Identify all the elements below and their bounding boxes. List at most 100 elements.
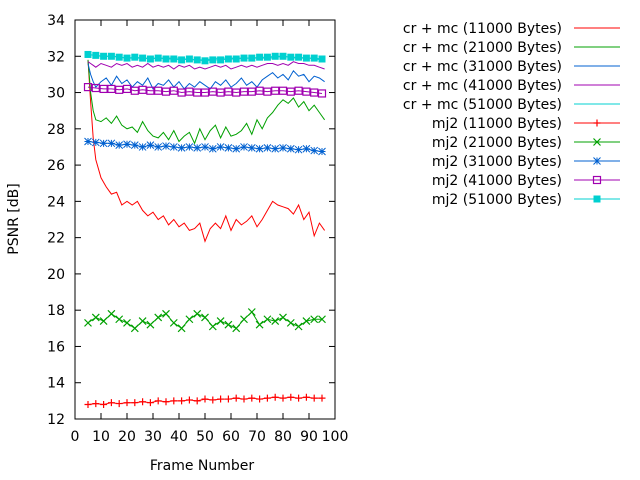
data-point (278, 86, 288, 95)
data-point (240, 315, 248, 324)
data-point (138, 317, 147, 325)
data-point (185, 55, 193, 63)
data-point (318, 147, 326, 156)
series-layer (83, 50, 327, 408)
legend-label: cr + mc (41000 Bytes) (403, 78, 562, 94)
data-point (263, 315, 272, 324)
data-point (286, 144, 295, 153)
legend-label: cr + mc (51000 Bytes) (403, 97, 562, 113)
data-point (193, 397, 201, 405)
data-point (146, 141, 155, 149)
data-point (193, 309, 202, 318)
data-point (107, 309, 116, 318)
data-point (271, 317, 280, 325)
data-point (593, 119, 601, 127)
data-point (131, 399, 139, 407)
data-point (99, 84, 108, 94)
data-point (279, 313, 287, 322)
data-point (287, 393, 295, 401)
data-point (201, 57, 209, 65)
data-point (201, 143, 209, 151)
data-point (216, 88, 225, 97)
data-point (185, 396, 193, 404)
data-point (248, 394, 256, 402)
data-point (286, 318, 295, 327)
data-point (593, 195, 601, 203)
legend-label: cr + mc (31000 Bytes) (403, 59, 562, 75)
y-tick-label: 24 (47, 194, 65, 210)
data-point (279, 52, 287, 60)
data-point (232, 144, 241, 153)
data-point (318, 394, 326, 402)
legend-label: cr + mc (21000 Bytes) (403, 40, 562, 56)
data-point (201, 395, 209, 403)
legend-label: mj2 (41000 Bytes) (432, 173, 562, 189)
data-point (279, 144, 287, 152)
data-point (91, 138, 100, 147)
data-point (232, 394, 240, 402)
data-point (295, 394, 303, 402)
data-point (302, 317, 311, 325)
data-point (286, 87, 295, 96)
data-point (162, 398, 170, 406)
data-point (169, 86, 178, 95)
y-tick-label: 30 (47, 86, 65, 102)
data-point (255, 320, 264, 329)
data-point (178, 397, 186, 405)
data-point (154, 86, 163, 95)
data-point (161, 87, 171, 96)
data-point (169, 318, 178, 327)
data-point (115, 53, 123, 61)
data-point (162, 142, 170, 150)
data-point (107, 84, 116, 94)
series-8 (83, 83, 327, 98)
data-point (271, 86, 280, 95)
series-1 (87, 59, 326, 145)
data-point (224, 144, 233, 152)
data-point (295, 53, 303, 61)
data-point (178, 56, 186, 64)
data-point (232, 88, 241, 97)
data-point (177, 144, 186, 152)
legend-label: cr + mc (11000 Bytes) (403, 21, 562, 37)
data-point (139, 54, 147, 62)
data-point (263, 144, 272, 152)
data-point (263, 394, 271, 402)
data-point (255, 144, 264, 153)
data-point (247, 308, 256, 316)
data-point (294, 145, 303, 154)
data-point (193, 56, 201, 64)
data-point (271, 52, 279, 60)
data-point (84, 50, 92, 58)
data-point (208, 144, 217, 153)
data-point (84, 318, 92, 327)
data-point (123, 399, 131, 407)
y-tick-label: 18 (47, 303, 65, 319)
data-point (240, 54, 248, 62)
x-tick-label: 40 (170, 429, 188, 445)
data-point (146, 399, 154, 407)
data-point (208, 87, 217, 96)
data-point (91, 83, 100, 93)
data-point (318, 315, 326, 324)
data-point (200, 88, 210, 97)
data-point (170, 55, 178, 63)
y-tick-label: 16 (47, 339, 65, 355)
data-point (240, 395, 248, 403)
axes: 0 10 20 30 40 50 60 70 80 90 100 12 14 16 18 20 22 24 26 28… (47, 13, 348, 445)
x-tick-label: 0 (71, 429, 80, 445)
legend: cr + mc (11000 Bytes) cr + mc (21000 Byte… (403, 21, 620, 208)
x-tick-label: 20 (118, 429, 136, 445)
data-point (100, 400, 108, 408)
data-point (123, 140, 131, 149)
x-axis-label: Frame Number (150, 458, 255, 474)
data-point (310, 54, 318, 62)
x-tick-label: 10 (92, 429, 110, 445)
data-point (294, 86, 303, 95)
data-point (84, 400, 92, 408)
legend-label: mj2 (51000 Bytes) (432, 192, 562, 208)
data-point (224, 87, 233, 96)
data-point (123, 54, 131, 62)
data-point (247, 144, 256, 152)
data-point (209, 56, 217, 64)
